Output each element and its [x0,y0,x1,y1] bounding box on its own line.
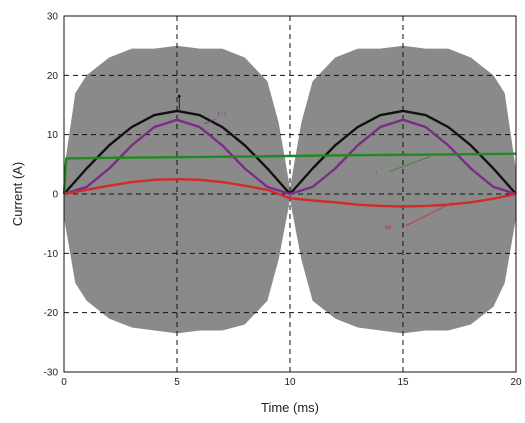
plot-frame [63,15,517,373]
y-tick-label: 0 [52,190,58,201]
y-axis-title: Current (A) [10,162,25,226]
annotation-layer: i - i i iM [177,94,453,232]
annotation-leader-0 [203,118,216,125]
x-tick-label: 20 [510,377,522,388]
annotation-label-1: i [376,171,377,177]
series-line-2 [62,152,517,195]
annotation-label-0: i - i [218,112,226,118]
series-layer [62,109,517,208]
y-tick-label: 30 [47,12,59,23]
x-tick-label: 5 [174,377,180,388]
x-tick-label: 0 [61,377,67,388]
annotation-leader-2 [405,201,453,227]
x-axis-title: Time (ms) [261,400,319,415]
y-tick-label: 20 [47,71,59,82]
series-line-1 [63,118,517,196]
y-tick-label: -10 [44,249,59,260]
annotation-leader-1 [389,156,431,172]
x-tick-label: 10 [284,377,296,388]
y-tick-label: -30 [44,368,59,379]
series-line-3 [63,178,517,208]
tick-label-layer: 0 5 10 15 20 -30 -20 -10 0 10 20 30 [44,12,522,389]
x-tick-label: 15 [397,377,409,388]
y-tick-label: -20 [44,308,59,319]
annotation-label-2: iM [385,226,391,232]
y-tick-label: 10 [47,130,59,141]
